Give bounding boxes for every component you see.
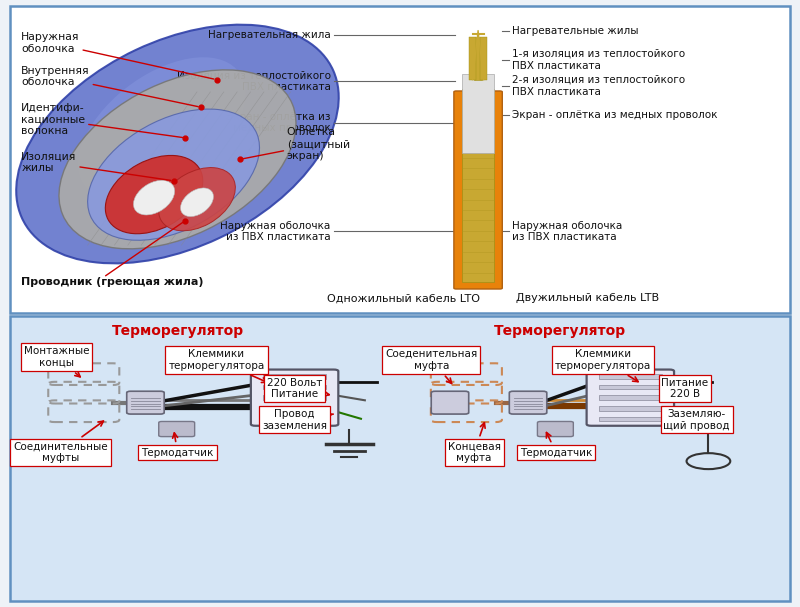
Ellipse shape [181,188,214,217]
FancyBboxPatch shape [158,421,194,436]
Ellipse shape [106,155,202,234]
Ellipse shape [134,180,174,215]
Text: Проводник (греющая жила): Проводник (греющая жила) [22,277,204,287]
Bar [470,37,476,80]
Text: Нагревательные жилы: Нагревательные жилы [513,25,639,36]
Ellipse shape [158,168,235,231]
FancyBboxPatch shape [126,392,164,414]
Text: Термодатчик: Термодатчик [142,433,214,458]
Text: Экран - оплётка из медных проволок: Экран - оплётка из медных проволок [513,110,718,120]
Text: Экран - оплётка из
медных проволок: Экран - оплётка из медных проволок [226,112,330,134]
FancyBboxPatch shape [510,392,546,414]
Text: Концевая
муфта: Концевая муфта [448,422,501,463]
Text: Терморегулятор: Терморегулятор [494,324,626,338]
Text: Двужильный кабель LTB: Двужильный кабель LTB [516,293,659,304]
Text: Питание
220 В: Питание 220 В [662,378,709,399]
Bar [462,89,494,282]
Text: Наружная
оболочка: Наружная оболочка [22,32,214,79]
FancyBboxPatch shape [586,370,674,426]
Text: Соединительные
муфты: Соединительные муфты [13,421,108,463]
Text: Клеммики
терморегулятора: Клеммики терморегулятора [168,349,267,382]
Text: 220 Вольт
Питание: 220 Вольт Питание [267,378,330,399]
Ellipse shape [78,57,246,200]
Text: 2-я изоляция из теплостойкого
ПВХ пластиката: 2-я изоляция из теплостойкого ПВХ пласти… [513,75,686,97]
Text: Оплетка
(защитный
экран): Оплетка (защитный экран) [242,127,350,161]
Ellipse shape [59,70,296,249]
Bar [599,395,662,400]
Bar [263,385,326,389]
Text: Идентифи-
кационные
волокна: Идентифи- кационные волокна [22,103,182,138]
Text: Наружная оболочка
из ПВХ пластиката: Наружная оболочка из ПВХ пластиката [220,220,330,242]
FancyBboxPatch shape [10,6,790,313]
Bar [462,73,494,153]
FancyBboxPatch shape [431,392,469,414]
Bar [599,406,662,410]
FancyBboxPatch shape [538,421,574,436]
Text: Нагревательная жила: Нагревательная жила [208,30,330,40]
Bar [599,416,662,421]
Text: Изоляция
жилы: Изоляция жилы [22,152,171,180]
Bar [263,406,326,410]
Text: Терморегулятор: Терморегулятор [111,324,243,338]
Text: 1-я изоляция из теплостойкого
ПВХ пластиката: 1-я изоляция из теплостойкого ПВХ пласти… [513,49,686,70]
Bar [599,385,662,389]
Text: Внутренняя
оболочка: Внутренняя оболочка [22,66,198,107]
Text: Заземляю-
щий провод: Заземляю- щий провод [663,409,730,430]
Ellipse shape [88,109,259,240]
Bar [263,416,326,421]
Text: Одножильный кабель LTO: Одножильный кабель LTO [327,293,481,304]
Text: Провод
заземления: Провод заземления [262,409,334,430]
Ellipse shape [16,25,338,263]
Bar [599,374,662,379]
Bar [263,395,326,400]
Bar [481,37,486,80]
Text: Термодатчик: Термодатчик [520,433,592,458]
Bar [474,37,482,80]
Text: Соеденительная
муфта: Соеденительная муфта [385,349,478,384]
FancyBboxPatch shape [251,370,338,426]
Bar [263,374,326,379]
Text: Монтажные
концы: Монтажные концы [24,346,89,377]
Text: Изоляция из теплостойкого
ПВХ пластиката: Изоляция из теплостойкого ПВХ пластиката [177,70,330,92]
FancyBboxPatch shape [10,316,790,601]
FancyBboxPatch shape [454,91,502,289]
Text: Наружная оболочка
из ПВХ пластиката: Наружная оболочка из ПВХ пластиката [513,220,622,242]
Text: Клеммики
терморегулятора: Клеммики терморегулятора [555,349,651,382]
